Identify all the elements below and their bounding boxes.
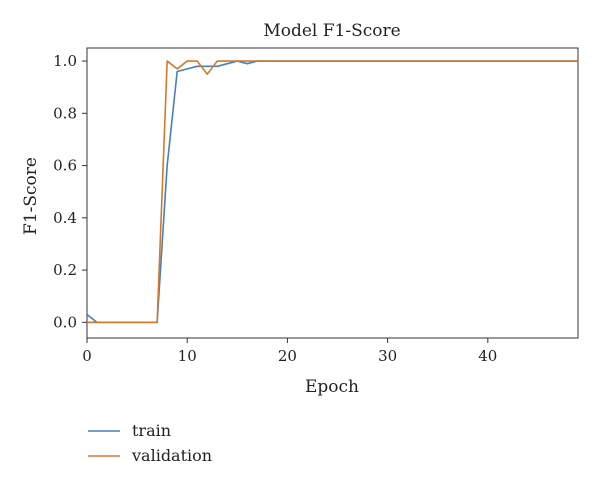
y-tick-label: 0.2	[53, 261, 77, 279]
plot-frame	[86, 47, 579, 339]
legend: train validation	[88, 421, 212, 465]
x-tick-label: 20	[278, 347, 297, 365]
x-axis-title: Epoch	[305, 377, 359, 397]
series-line-train	[86, 60, 578, 324]
x-tick-label: 10	[178, 347, 197, 365]
y-tick-label: 0.8	[53, 104, 77, 122]
x-axis: 0 10 20 30 40	[82, 338, 497, 365]
y-tick-label: 0.4	[53, 209, 77, 227]
y-tick-label: 1.0	[53, 52, 77, 70]
y-tick-label: 0.6	[53, 157, 77, 175]
x-tick-label: 0	[82, 347, 92, 365]
legend-label-train: train	[132, 421, 171, 440]
legend-label-validation: validation	[131, 446, 212, 465]
chart-title: Model F1-Score	[263, 21, 400, 41]
x-tick-label: 40	[478, 347, 497, 365]
series-lines	[86, 60, 578, 324]
x-tick-label: 30	[378, 347, 397, 365]
y-axis: 0.0 0.2 0.4 0.6 0.8 1.0	[53, 52, 87, 331]
y-tick-label: 0.0	[53, 313, 77, 331]
series-line-validation	[87, 60, 578, 324]
y-axis-title: F1-Score	[21, 157, 41, 235]
